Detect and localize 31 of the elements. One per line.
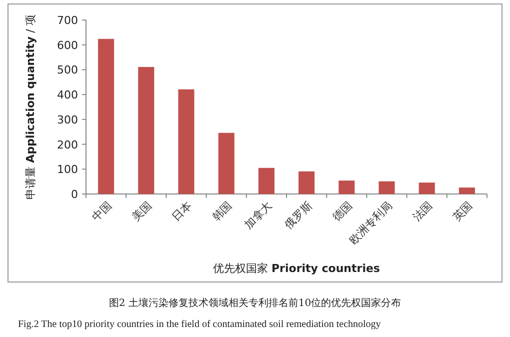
y-tick-label: 0 bbox=[71, 188, 78, 201]
y-tick-label: 100 bbox=[57, 163, 78, 176]
bar bbox=[298, 171, 315, 194]
x-tick-label: 美国 bbox=[130, 198, 154, 224]
y-tick-label: 500 bbox=[57, 64, 78, 77]
bar bbox=[98, 38, 114, 194]
y-tick-label: 300 bbox=[57, 113, 78, 126]
x-axis-title: 优先权国家 Priority countries bbox=[213, 262, 380, 275]
bar bbox=[138, 66, 154, 194]
y-tick-label: 200 bbox=[57, 138, 78, 152]
y-tick-label: 600 bbox=[57, 38, 78, 52]
caption: 图2 土壤污染修复技术领域相关专利排名前10位的优先权国家分布 bbox=[108, 297, 402, 309]
bar bbox=[218, 132, 234, 194]
bar bbox=[418, 182, 435, 194]
x-tick-label: 韩国 bbox=[210, 198, 234, 224]
x-tick-label: 加拿大 bbox=[242, 198, 275, 232]
bar bbox=[458, 188, 475, 194]
y-axis-title: 申请量 Application quantity / 项 bbox=[24, 14, 37, 200]
y-tick-label: 700 bbox=[57, 14, 78, 27]
y-tick-label: 400 bbox=[57, 88, 78, 102]
x-tick-label: 法国 bbox=[410, 198, 435, 224]
x-tick-label: 德国 bbox=[330, 198, 355, 224]
x-tick-label: 日本 bbox=[170, 198, 194, 224]
caption: Fig.2 The top10 priority countries in the field of contaminated soil remediation technology bbox=[18, 319, 381, 330]
x-tick-label: 俄罗斯 bbox=[282, 198, 315, 232]
x-tick-label: 中国 bbox=[89, 198, 114, 224]
bar bbox=[378, 181, 395, 194]
bar bbox=[258, 168, 274, 194]
bar bbox=[338, 180, 355, 194]
bar bbox=[178, 89, 194, 194]
x-tick-label: 英国 bbox=[450, 198, 476, 224]
